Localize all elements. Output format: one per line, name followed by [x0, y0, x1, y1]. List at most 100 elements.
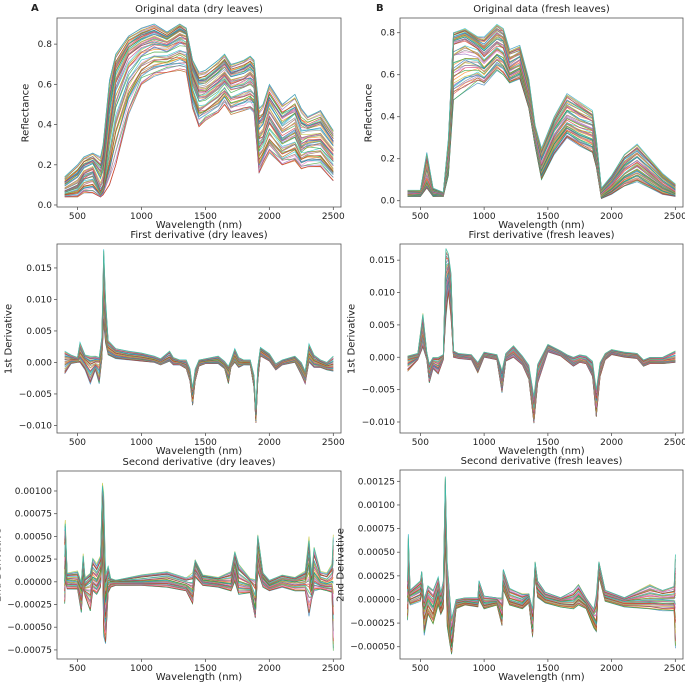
x-tick-label: 500	[69, 438, 86, 448]
y-tick-label: 0.010	[369, 289, 395, 299]
x-tick-label: 1500	[194, 664, 217, 674]
y-tick-label: 0.00000	[15, 578, 52, 588]
y-tick-label: 0.2	[381, 155, 395, 165]
y-tick-label: 0.8	[38, 40, 53, 50]
x-axis-label: Wavelength (nm)	[498, 220, 585, 231]
axes-frame	[56, 17, 342, 208]
y-tick-label: −0.00075	[7, 646, 52, 656]
y-tick-label: 0.010	[26, 295, 52, 305]
y-tick-label: 0.00100	[358, 501, 395, 511]
axes-frame	[399, 17, 684, 208]
y-tick-label: 0.015	[369, 256, 395, 266]
y-tick-label: 0.00050	[358, 548, 395, 558]
y-tick-label: 0.4	[38, 121, 53, 131]
spectra-lines	[64, 23, 334, 198]
x-tick-label: 500	[69, 212, 86, 222]
y-tick-label: 0.005	[369, 321, 395, 331]
y-tick-label: 0.005	[26, 327, 52, 337]
y-axis-label: Reflectance	[363, 83, 375, 142]
spectra-lines	[407, 476, 676, 655]
x-tick-label: 500	[412, 438, 429, 448]
x-tick-label: 1000	[473, 438, 496, 448]
y-tick-label: −0.010	[19, 421, 53, 431]
chart-second-derivative-fresh: 500 1000 1500 2000 2500 −0.00050 −0.00025 0.000…	[336, 456, 685, 683]
x-tick-label: 2500	[664, 212, 685, 222]
x-axis-label: Wavelength (nm)	[498, 672, 585, 683]
y-tick-label: 0.00100	[15, 487, 52, 497]
y-tick-label: −0.00025	[7, 601, 52, 611]
y-tick-label: 0.015	[26, 264, 52, 274]
x-tick-label: 500	[69, 664, 86, 674]
y-tick-label: 0.6	[381, 71, 396, 81]
axes-frame	[399, 469, 684, 660]
y-tick-label: 0.00025	[358, 572, 395, 582]
x-tick-label: 1500	[536, 212, 559, 222]
y-tick-label: 0.2	[38, 161, 52, 171]
y-axis-label: 1st Derivative	[3, 303, 15, 374]
x-tick-label: 2000	[600, 438, 623, 448]
chart-title: Second derivative (fresh leaves)	[460, 456, 623, 467]
x-axis-label: Wavelength (nm)	[155, 446, 243, 457]
x-tick-label: 1000	[473, 664, 496, 674]
x-tick-label: 2000	[258, 438, 281, 448]
x-tick-label: 1000	[130, 438, 153, 448]
x-tick-label: 1500	[194, 438, 217, 448]
y-tick-label: −0.00050	[350, 643, 395, 653]
y-axis-label: 2nd Derivative	[0, 528, 4, 602]
y-tick-label: 0.6	[38, 80, 53, 90]
chart-title: Original data (dry leaves)	[135, 4, 263, 15]
y-tick-label: 0.00075	[15, 510, 52, 520]
y-axis-label: 2nd Derivative	[335, 527, 347, 602]
y-tick-label: −0.010	[362, 418, 396, 428]
y-tick-label: −0.00025	[350, 619, 395, 629]
x-tick-label: 2000	[600, 212, 623, 222]
x-tick-label: 1000	[473, 212, 496, 222]
panel-label-b: B	[376, 3, 384, 14]
y-tick-label: 0.000	[369, 353, 395, 363]
chart-original-fresh: 500 1000 1500 2000 2500 0.0 0.2 0.4 0.6 0.8 Origin…	[364, 4, 685, 231]
y-tick-label: −0.005	[362, 386, 395, 396]
axes-frame	[56, 470, 342, 660]
spectra-lines	[407, 248, 676, 424]
y-axis-label: 1st Derivative	[346, 303, 358, 374]
y-tick-label: 0.00050	[15, 532, 52, 542]
x-tick-label: 2500	[322, 212, 345, 222]
x-tick-label: 2500	[322, 438, 345, 448]
x-tick-label: 1000	[130, 664, 153, 674]
x-tick-label: 2500	[664, 438, 685, 448]
y-tick-label: 0.0	[38, 201, 53, 211]
chart-second-derivative-dry: 500 1000 1500 2000 2500 −0.00075 −0.00050 −0.00…	[0, 457, 345, 683]
axes-frame	[56, 243, 342, 434]
x-axis-label: Wavelength (nm)	[155, 672, 243, 683]
y-tick-label: −0.00050	[7, 623, 52, 633]
x-tick-label: 1500	[536, 664, 559, 674]
panel-label-a: A	[31, 3, 39, 14]
chart-title: Second derivative (dry leaves)	[122, 457, 276, 468]
spectra-lines	[64, 249, 334, 423]
chart-original-dry: 500 1000 1500 2000 2500 0.0 0.2 0.4 0.6 0.8 Origin…	[21, 4, 345, 231]
x-tick-label: 2000	[258, 664, 281, 674]
axes-frame	[399, 243, 684, 434]
chart-title: Original data (fresh leaves)	[473, 4, 610, 15]
x-axis-label: Wavelength (nm)	[498, 446, 585, 457]
y-tick-label: 0.000	[26, 358, 52, 368]
y-tick-label: 0.0	[381, 197, 396, 207]
y-tick-label: 0.00025	[15, 555, 52, 565]
x-tick-label: 2000	[258, 212, 281, 222]
y-tick-label: 0.4	[381, 113, 396, 123]
y-tick-label: −0.005	[19, 390, 52, 400]
y-axis-label: Reflectance	[20, 83, 32, 142]
chart-first-derivative-fresh: 500 1000 1500 2000 2500 −0.010 −0.005 0.000 0.00…	[347, 230, 685, 457]
y-tick-label: 0.00000	[358, 595, 395, 605]
spectra-lines	[407, 23, 676, 200]
x-tick-label: 1500	[536, 438, 559, 448]
x-tick-label: 2000	[600, 664, 623, 674]
x-tick-label: 2500	[322, 664, 345, 674]
x-tick-label: 1500	[194, 212, 217, 222]
spectra-lines	[64, 482, 334, 651]
y-tick-label: 0.00075	[358, 525, 395, 535]
y-tick-label: 0.00125	[358, 477, 395, 487]
x-axis-label: Wavelength (nm)	[155, 220, 243, 231]
y-tick-label: 0.8	[381, 29, 396, 39]
chart-title: First derivative (fresh leaves)	[468, 230, 615, 241]
